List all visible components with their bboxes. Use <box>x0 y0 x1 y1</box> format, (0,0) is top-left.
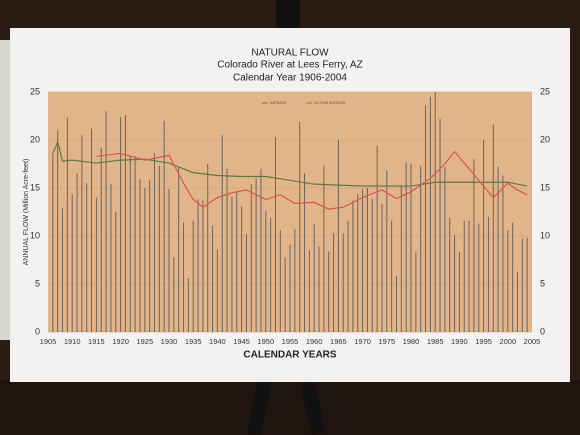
x-tick-label: 1950 <box>257 337 274 346</box>
y-tick-label: 20 <box>30 134 40 144</box>
x-tick-label: 1985 <box>427 337 444 346</box>
x-tick-label: 1945 <box>233 337 250 346</box>
x-tick-label: 1920 <box>112 337 129 346</box>
x-axis-label: CALENDAR YEARS <box>243 350 336 361</box>
y2-tick-label: 5 <box>540 278 545 288</box>
trend-line <box>52 140 528 187</box>
y-tick-label: 25 <box>30 86 40 96</box>
legend-label: AVERAGE <box>270 101 287 105</box>
x-tick-label: 2000 <box>499 337 516 346</box>
x-tick-label: 1940 <box>209 337 226 346</box>
floor <box>0 380 580 435</box>
chart-title: NATURAL FLOW <box>251 48 329 59</box>
easel-top <box>276 0 300 30</box>
x-tick-label: 1910 <box>64 337 81 346</box>
x-tick-label: 1965 <box>330 337 347 346</box>
y2-tick-label: 15 <box>540 182 550 192</box>
x-tick-label: 1990 <box>451 337 468 346</box>
y2-tick-label: 20 <box>540 134 550 144</box>
trend-line <box>96 150 528 210</box>
x-tick-label: 1980 <box>403 337 420 346</box>
chart-subtitle: Colorado River at Lees Ferry, AZ <box>217 60 362 71</box>
y2-tick-label: 0 <box>540 326 545 336</box>
x-tick-label: 1975 <box>378 337 395 346</box>
legend-label: 10 YEAR AVERAGE <box>314 101 346 105</box>
x-tick-label: 1995 <box>475 337 492 346</box>
y-tick-label: 0 <box>35 326 40 336</box>
x-tick-label: 1925 <box>136 337 153 346</box>
y-tick-label: 5 <box>35 278 40 288</box>
x-tick-label: 1930 <box>161 337 178 346</box>
y2-tick-label: 25 <box>540 86 550 96</box>
x-tick-label: 1970 <box>354 337 371 346</box>
x-tick-label: 1955 <box>282 337 299 346</box>
x-tick-label: 1905 <box>40 337 57 346</box>
easel-leg <box>300 378 326 435</box>
easel-leg <box>246 378 272 435</box>
y-axis-label: ANNUAL FLOW (Million Acre-feet) <box>23 159 30 266</box>
y2-tick-label: 10 <box>540 230 550 240</box>
x-tick-label: 1915 <box>88 337 105 346</box>
y-tick-label: 10 <box>30 230 40 240</box>
x-tick-label: 1960 <box>306 337 323 346</box>
y-tick-label: 15 <box>30 182 40 192</box>
x-tick-label: 2005 <box>524 337 541 346</box>
x-tick-label: 1935 <box>185 337 202 346</box>
plot: 0 0 5 5 10 10 15 15 20 20 25 25 1905 1910 1915 1920 1925… <box>30 86 550 346</box>
chart-subtitle: Calendar Year 1906-2004 <box>233 73 347 84</box>
